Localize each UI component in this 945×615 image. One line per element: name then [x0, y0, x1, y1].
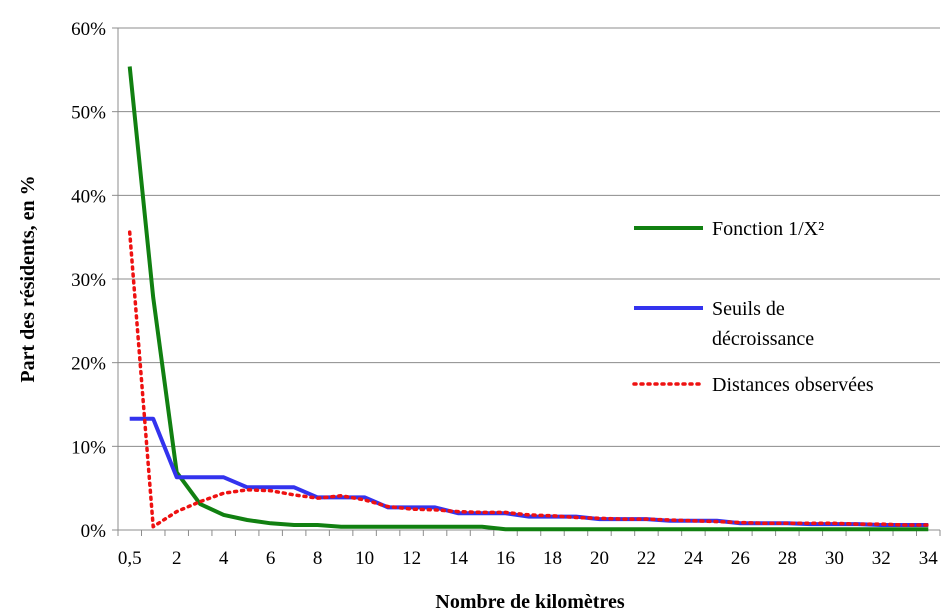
y-tick-label: 0%: [81, 521, 107, 542]
x-axis-title: Nombre de kilomètres: [435, 591, 624, 613]
x-tick-label: 34: [919, 548, 939, 569]
legend-label-1: Fonction 1/X²: [712, 218, 824, 240]
gridlines: [118, 27, 940, 447]
x-tick-label: 8: [313, 548, 323, 569]
x-tick-label: 28: [778, 548, 797, 569]
series-line-3: [127, 230, 931, 529]
x-tick-label: 10: [355, 548, 374, 569]
y-tick-label: 10%: [71, 437, 106, 458]
legend-label-3: Distances observées: [712, 374, 874, 396]
x-tick-label: 12: [402, 548, 421, 569]
x-axis-ticks: 0,5 2 4 6 8 10 12 14 16 18 20 22 24 26 28 30 32 34: [117, 530, 941, 569]
series-lines: [127, 66, 931, 532]
x-tick-label: 0,5: [118, 548, 142, 569]
y-tick-label: 40%: [71, 186, 106, 207]
legend: Fonction 1/X² Seuils de décroissance Distan…: [632, 218, 874, 396]
x-tick-label: 14: [449, 548, 469, 569]
x-tick-label: 26: [731, 548, 750, 569]
x-tick-label: 4: [219, 548, 229, 569]
series-line-1: [127, 66, 929, 532]
x-tick-label: 22: [637, 548, 656, 569]
y-axis-title: Part des résidents, en %: [17, 175, 39, 382]
y-tick-label: 30%: [71, 270, 106, 291]
y-axis-ticks: 0% 10% 20% 30% 40% 50% 60%: [71, 19, 118, 542]
x-tick-label: 32: [872, 548, 891, 569]
x-tick-label: 16: [496, 548, 515, 569]
y-tick-label: 20%: [71, 354, 106, 375]
x-tick-label: 2: [172, 548, 182, 569]
x-tick-label: 30: [825, 548, 844, 569]
y-tick-label: 60%: [71, 19, 106, 40]
legend-label-2: Seuils de décroissance: [712, 298, 814, 350]
series-line-2: [129, 416, 929, 527]
x-tick-label: 6: [266, 548, 276, 569]
x-tick-label: 20: [590, 548, 609, 569]
y-tick-label: 50%: [71, 103, 106, 124]
x-tick-label: 24: [684, 548, 704, 569]
x-tick-label: 18: [543, 548, 562, 569]
